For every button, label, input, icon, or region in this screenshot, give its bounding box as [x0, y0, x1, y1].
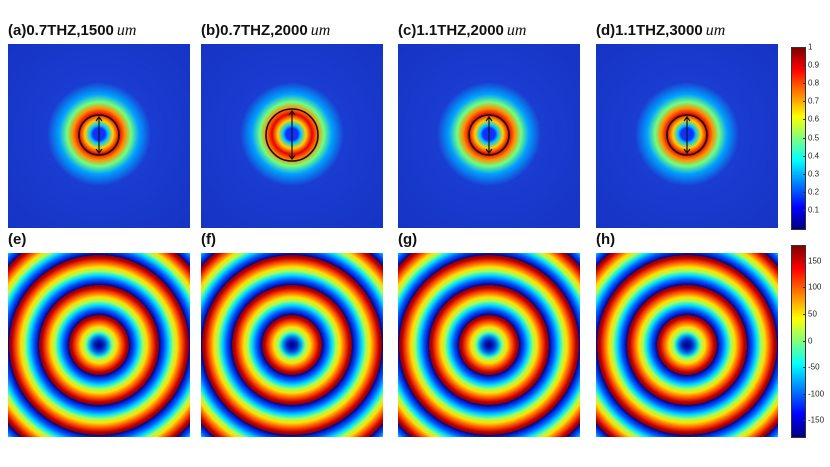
phase-map [596, 253, 778, 437]
diameter-arrow [288, 110, 296, 160]
tick-mark [803, 101, 806, 103]
phase-map [398, 253, 580, 437]
panel-title: (a)0.7THZ,1500 [8, 22, 114, 39]
tick-mark [803, 47, 806, 48]
tick-label: 0.2 [808, 187, 820, 197]
unit: um [116, 22, 137, 39]
tick-mark [803, 155, 806, 157]
panel-title: (e) [8, 231, 27, 248]
tick-mark [803, 313, 806, 315]
tick-label: 0 [808, 336, 813, 345]
tick-mark [803, 83, 806, 85]
panel-title: (f) [201, 231, 216, 248]
tick-label: 0.6 [808, 114, 820, 124]
tick-label: 0.8 [808, 78, 820, 88]
tick-mark [803, 137, 806, 139]
diameter-arrow [95, 116, 103, 154]
tick-mark [803, 420, 806, 422]
tick-mark [803, 287, 806, 289]
beam-circle [666, 114, 708, 156]
unit: um [705, 22, 726, 39]
tick-mark [803, 260, 806, 262]
panel-title: (c)1.1THZ,2000 [398, 22, 504, 39]
panel-label: (d)1.1THZ,3000 um [596, 22, 725, 40]
tick-mark [803, 393, 806, 395]
panel-label: (c)1.1THZ,2000 um [398, 22, 526, 40]
tick-mark [803, 340, 806, 342]
tick-label: -100 [808, 389, 825, 399]
tick-label: -150 [808, 415, 825, 425]
unit: um [506, 22, 527, 39]
tick-mark [803, 191, 806, 193]
tick-mark [803, 367, 806, 369]
tick-mark [803, 119, 806, 121]
panel-label: (b)0.7THZ,2000 um [201, 22, 330, 40]
panel-label: (h) [596, 231, 615, 248]
colorbar [791, 47, 806, 230]
tick-label: 1 [808, 42, 813, 52]
tick-label: 0.4 [808, 151, 820, 161]
tick-mark [803, 65, 806, 67]
tick-mark [803, 173, 806, 175]
colorbar [791, 245, 806, 438]
diameter-arrow [485, 116, 493, 154]
tick-label: 0.7 [808, 96, 820, 106]
panel-title: (h) [596, 231, 616, 248]
panel-label: (e) [8, 231, 26, 248]
beam-circle [78, 114, 120, 156]
tick-label: -50 [808, 362, 820, 372]
phase-map [8, 253, 190, 437]
panel-title: (d)1.1THZ,3000 [596, 22, 703, 39]
panel-label: (f) [201, 231, 216, 248]
tick-label: 0.3 [808, 169, 820, 179]
tick-label: 150 [808, 256, 822, 266]
tick-label: 0.5 [808, 133, 820, 142]
tick-label: 0.9 [808, 60, 820, 70]
panel-label: (g) [398, 231, 417, 248]
tick-mark [803, 209, 806, 211]
tick-label: 0.1 [808, 205, 820, 215]
panel-title: (g) [398, 231, 418, 248]
panel-title: (b)0.7THZ,2000 [201, 22, 308, 39]
unit: um [310, 22, 331, 39]
panel-label: (a)0.7THZ,1500 um [8, 22, 136, 40]
tick-label: 100 [808, 282, 822, 292]
phase-map [201, 253, 383, 437]
tick-label: 50 [808, 309, 817, 319]
beam-circle [468, 114, 510, 156]
beam-circle [265, 108, 319, 162]
diameter-arrow [683, 116, 691, 154]
